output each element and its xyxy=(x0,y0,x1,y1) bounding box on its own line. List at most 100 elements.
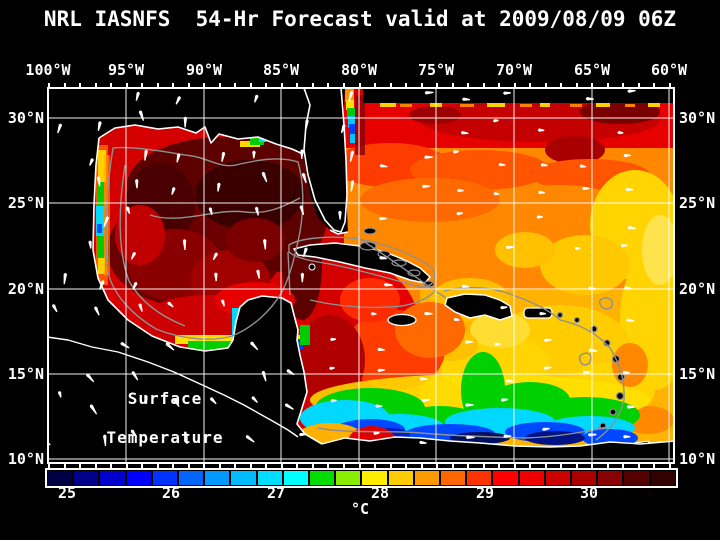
map-minor-tick xyxy=(513,83,516,88)
wind-arrow xyxy=(424,155,433,159)
wind-arrow xyxy=(94,306,100,316)
wind-arrow xyxy=(301,173,307,184)
lat-tick-label-right: 30°N xyxy=(679,109,716,127)
map-minor-tick xyxy=(622,83,625,88)
map-minor-tick xyxy=(172,83,175,88)
map-minor-tick xyxy=(513,463,516,468)
wind-arrow xyxy=(493,119,499,123)
colorbar-segment xyxy=(283,471,309,485)
map-minor-tick xyxy=(94,83,97,88)
colorbar-tick-label: 28 xyxy=(370,484,390,502)
wind-arrow xyxy=(184,433,188,444)
map-minor-tick xyxy=(389,83,392,88)
map-minor-tick xyxy=(265,463,268,468)
wind-arrow xyxy=(165,342,175,351)
map-annotation-temperature: Temperature xyxy=(106,428,224,447)
map-minor-tick xyxy=(94,463,97,468)
wind-arrow xyxy=(261,370,267,382)
lon-tick-label: 60°W xyxy=(650,61,688,79)
wind-arrow xyxy=(135,91,140,101)
map-minor-tick xyxy=(436,83,439,88)
wind-arrow xyxy=(588,433,597,437)
map-minor-tick xyxy=(79,463,82,468)
map-minor-tick xyxy=(374,83,377,88)
wind-arrow xyxy=(302,247,308,258)
page-title: NRL IASNFS 54-Hr Forecast valid at 2009/… xyxy=(43,7,677,31)
map-minor-tick xyxy=(482,83,485,88)
wind-arrow xyxy=(579,164,587,168)
map-minor-tick xyxy=(467,463,470,468)
colorbar-segment xyxy=(519,471,544,485)
map-minor-tick xyxy=(529,83,532,88)
map-minor-tick xyxy=(544,83,547,88)
wind-arrow xyxy=(89,404,98,415)
wind-arrow xyxy=(350,180,355,192)
map-minor-tick xyxy=(669,83,671,88)
map-minor-tick xyxy=(79,83,82,88)
map-minor-tick xyxy=(125,463,128,468)
map-minor-tick xyxy=(48,463,50,468)
colorbar-segment xyxy=(493,471,518,485)
wind-arrow xyxy=(98,280,105,290)
wind-arrow xyxy=(208,207,213,216)
map-frame xyxy=(47,87,675,464)
wind-arrow xyxy=(138,110,145,121)
wind-arrow xyxy=(505,245,515,250)
wind-arrow xyxy=(453,150,459,154)
colorbar-segment xyxy=(467,471,492,485)
wind-arrow xyxy=(254,206,259,216)
wind-arrow xyxy=(329,366,335,371)
map-minor-tick xyxy=(451,83,454,88)
map-minor-tick xyxy=(280,83,283,88)
wind-arrow xyxy=(221,151,226,162)
map-minor-tick xyxy=(63,463,66,468)
wind-arrow xyxy=(96,176,101,187)
wind-arrow xyxy=(498,162,506,167)
wind-arrow xyxy=(627,225,637,230)
map-minor-tick xyxy=(125,83,128,88)
wind-arrow xyxy=(627,89,636,93)
map-minor-tick xyxy=(389,463,392,468)
map-minor-tick xyxy=(249,463,252,468)
wind-arrow xyxy=(585,97,594,101)
wind-arrow xyxy=(539,311,547,316)
colorbar-tick-label: 27 xyxy=(266,484,286,502)
wind-arrow xyxy=(588,348,598,352)
wind-arrow xyxy=(538,190,545,195)
lat-tick-label-right: 20°N xyxy=(679,280,716,298)
map-minor-tick xyxy=(141,83,144,88)
map-minor-tick xyxy=(498,83,501,88)
wind-arrow xyxy=(419,377,428,381)
colorbar-segment xyxy=(205,471,230,485)
colorbar-segment xyxy=(231,471,256,485)
colorbar-segment xyxy=(650,471,675,485)
lat-tick-label-right: 10°N xyxy=(679,450,716,468)
wind-arrow xyxy=(617,130,624,135)
wind-arrow xyxy=(252,150,256,159)
colorbar-tick-label: 26 xyxy=(161,484,181,502)
wind-vector-field xyxy=(47,87,637,447)
grid-lines xyxy=(47,88,675,463)
wind-arrow xyxy=(461,284,470,288)
wind-arrow xyxy=(130,429,138,438)
lon-tick-label: 85°W xyxy=(262,61,300,79)
colorbar-segment xyxy=(74,471,99,485)
map-minor-tick xyxy=(467,83,470,88)
wind-arrow xyxy=(135,178,139,189)
wind-arrow xyxy=(544,338,552,342)
map-minor-tick xyxy=(342,463,345,468)
wind-arrow xyxy=(379,216,387,221)
map-minor-tick xyxy=(669,463,671,468)
lat-tick-label-left: 20°N xyxy=(7,280,44,298)
wind-arrow xyxy=(537,128,545,132)
wind-arrow xyxy=(422,184,431,189)
colorbar-tick-label: 30 xyxy=(579,484,599,502)
wind-arrow xyxy=(330,399,337,403)
wind-arrow xyxy=(103,434,107,447)
wind-arrow xyxy=(370,312,377,316)
wind-arrow xyxy=(623,153,631,158)
wind-arrow xyxy=(86,373,95,383)
wind-arrow xyxy=(173,398,180,408)
map-minor-tick xyxy=(187,463,190,468)
colorbar-tick-label: 25 xyxy=(57,484,77,502)
